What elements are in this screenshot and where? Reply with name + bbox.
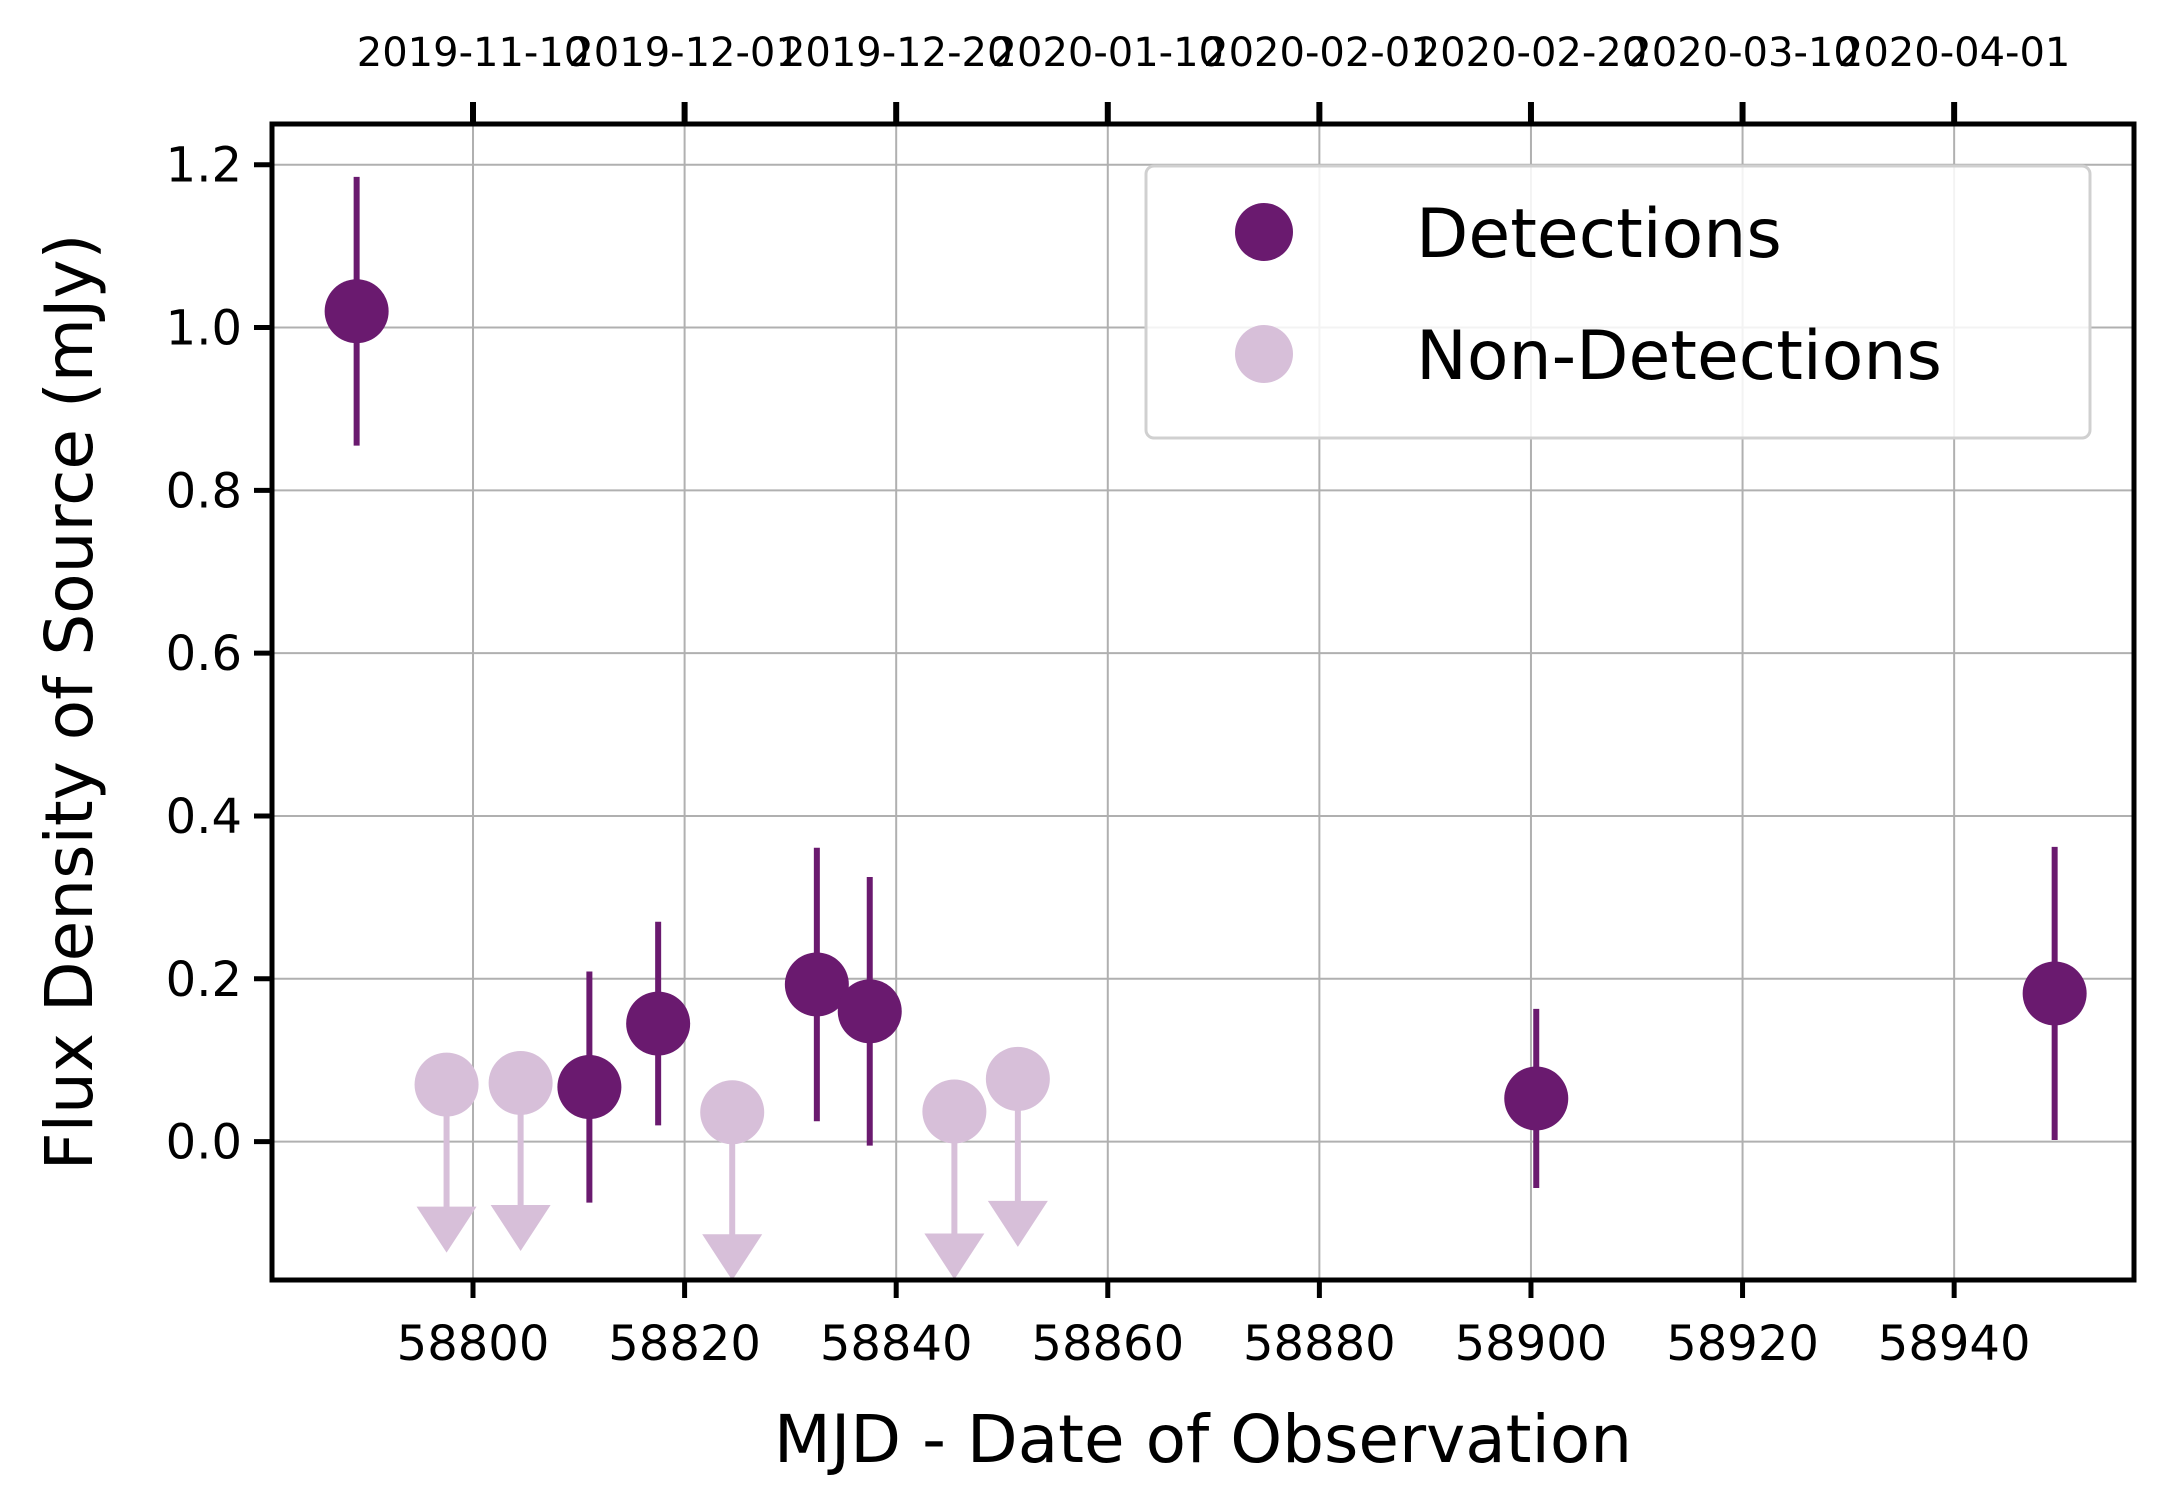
plot-frame bbox=[269, 121, 2137, 1283]
non-detection-marker bbox=[700, 1080, 765, 1145]
legend-label: Non-Detections bbox=[1416, 317, 1942, 396]
top-tick-label: 2020-02-01 bbox=[1203, 30, 1435, 76]
legend-marker bbox=[1235, 325, 1293, 383]
non-detection-marker bbox=[922, 1079, 987, 1144]
detection-marker bbox=[557, 1055, 622, 1120]
x-tick-label: 58900 bbox=[1455, 1316, 1608, 1372]
y-tick-label: 0.4 bbox=[166, 789, 242, 845]
non-detection-marker bbox=[414, 1052, 479, 1117]
y-tick-label: 0.2 bbox=[166, 952, 242, 1008]
x-tick-label: 58880 bbox=[1243, 1316, 1396, 1372]
detection-marker bbox=[2022, 961, 2087, 1026]
upper-limit-arrow-head bbox=[416, 1206, 477, 1253]
detection-point bbox=[626, 921, 691, 1126]
y-tick-label: 1.2 bbox=[166, 138, 242, 194]
y-tick-label: 1.0 bbox=[166, 301, 242, 357]
detection-point bbox=[557, 971, 622, 1203]
y-tick-label: 0.6 bbox=[166, 626, 242, 682]
detection-point bbox=[837, 877, 902, 1146]
data-marks bbox=[324, 176, 2087, 1281]
detection-point bbox=[2022, 846, 2087, 1140]
detection-point bbox=[324, 176, 389, 446]
detection-marker bbox=[324, 279, 389, 344]
upper-limit-arrow-head bbox=[924, 1233, 985, 1280]
upper-limit-point bbox=[488, 1050, 553, 1251]
non-detection-marker bbox=[985, 1046, 1050, 1111]
top-tick-label: 2020-03-10 bbox=[1626, 30, 1858, 76]
detection-point bbox=[784, 847, 849, 1122]
legend-box bbox=[1144, 164, 2092, 440]
legend: Detections Non-Detections bbox=[1144, 164, 2092, 440]
detection-marker bbox=[837, 979, 902, 1044]
upper-limit-arrow-head bbox=[702, 1234, 763, 1281]
detection-point bbox=[1504, 1008, 1569, 1189]
y-tick-label: 0.8 bbox=[166, 463, 242, 519]
top-tick-label: 2020-04-01 bbox=[1838, 30, 2070, 76]
top-tick-label: 2020-01-10 bbox=[992, 30, 1224, 76]
axes: 58800 58820 58840 58860 58880 58900 58920 58940… bbox=[166, 30, 2071, 1372]
y-axis-title: Flux Density of Source (mJy) bbox=[31, 234, 108, 1171]
upper-limit-point bbox=[700, 1080, 765, 1281]
top-tick-label: 2019-12-01 bbox=[568, 30, 800, 76]
top-tick-label: 2019-11-10 bbox=[357, 30, 589, 76]
non-detection-marker bbox=[488, 1050, 553, 1115]
top-tick-label: 2019-12-20 bbox=[780, 30, 1012, 76]
x-tick-label: 58800 bbox=[397, 1316, 550, 1372]
x-tick-label: 58840 bbox=[820, 1316, 973, 1372]
top-tick-label: 2020-02-20 bbox=[1415, 30, 1647, 76]
detection-marker bbox=[784, 952, 849, 1017]
legend-marker bbox=[1235, 203, 1293, 261]
x-tick-label: 58860 bbox=[1031, 1316, 1184, 1372]
detection-marker bbox=[626, 991, 691, 1056]
legend-label: Detections bbox=[1416, 195, 1782, 274]
x-tick-label: 58820 bbox=[608, 1316, 761, 1372]
upper-limit-point bbox=[414, 1052, 479, 1253]
detection-marker bbox=[1504, 1066, 1569, 1131]
upper-limit-arrow-head bbox=[490, 1204, 551, 1251]
x-tick-label: 58940 bbox=[1878, 1316, 2031, 1372]
x-tick-label: 58920 bbox=[1666, 1316, 1819, 1372]
upper-limit-point bbox=[922, 1079, 987, 1280]
upper-limit-point bbox=[985, 1046, 1050, 1247]
upper-limit-arrow-head bbox=[987, 1200, 1048, 1247]
y-tick-label: 0.0 bbox=[166, 1115, 242, 1171]
x-axis-title: MJD - Date of Observation bbox=[774, 1401, 1632, 1478]
